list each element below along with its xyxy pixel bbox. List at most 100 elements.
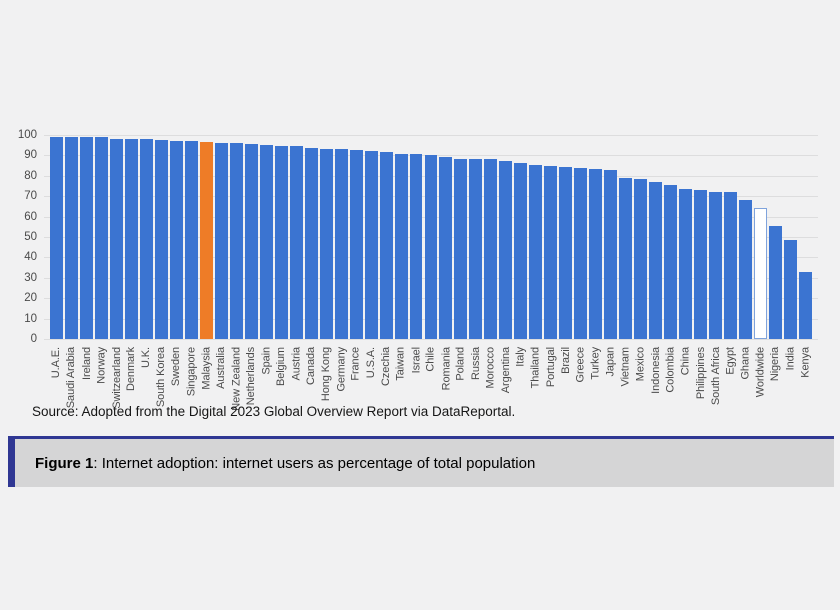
y-tick-80: 80: [24, 169, 37, 182]
x-label-hong-kong: Hong Kong: [320, 347, 333, 402]
bar-ireland: [79, 137, 93, 339]
bar-u-s-a: [364, 151, 378, 339]
x-label-vietnam: Vietnam: [619, 347, 632, 387]
bar-china: [679, 188, 693, 339]
y-tick-60: 60: [24, 210, 37, 223]
bar-israel: [409, 154, 423, 339]
bar-czechia: [379, 151, 393, 339]
x-label-u-s-a: U.S.A.: [365, 347, 378, 379]
x-label-china: China: [679, 347, 692, 376]
x-label-worldwide: Worldwide: [754, 347, 767, 398]
x-label-netherlands: Netherlands: [245, 347, 258, 406]
bar-chile: [424, 154, 438, 339]
bar-u-a-e: [50, 137, 63, 339]
bar-thailand: [529, 164, 543, 339]
source-note: Source: Adopted from the Digital 2023 Gl…: [32, 404, 516, 419]
bar-australia: [214, 142, 228, 339]
bar-switzearland: [109, 138, 123, 339]
x-label-japan: Japan: [604, 347, 617, 377]
y-tick-20: 20: [24, 292, 37, 305]
bar-romania: [439, 157, 453, 339]
x-label-saudi-arabia: Saudi Arabia: [65, 347, 78, 409]
bar-belgium: [274, 146, 288, 339]
x-label-u-a-e: U.A.E.: [50, 347, 63, 379]
bar-worldwide: [754, 207, 768, 339]
x-label-belgium: Belgium: [275, 347, 288, 387]
bar-india: [784, 239, 797, 339]
figure-caption-description: : Internet adoption: internet users as p…: [93, 454, 536, 472]
x-label-philippines: Philippines: [694, 347, 707, 400]
bar-nigeria: [769, 225, 783, 339]
y-tick-0: 0: [30, 333, 37, 345]
x-label-canada: Canada: [305, 347, 318, 385]
x-label-australia: Australia: [215, 347, 228, 389]
bar-sweden: [169, 140, 183, 339]
bar-spain: [259, 145, 273, 339]
x-label-singapore: Singapore: [185, 347, 198, 397]
bar-greece: [574, 167, 588, 339]
bar-argentina: [499, 161, 513, 339]
y-tick-40: 40: [24, 251, 37, 264]
bar-portugal: [544, 165, 558, 339]
x-label-norway: Norway: [95, 347, 108, 384]
bar-germany: [334, 149, 348, 339]
x-label-south-africa: South Africa: [709, 347, 722, 406]
x-label-czechia: Czechia: [380, 347, 393, 387]
bar-u-k: [139, 139, 153, 339]
x-label-morocco: Morocco: [484, 347, 497, 389]
y-tick-10: 10: [24, 312, 37, 325]
y-tick-90: 90: [24, 149, 37, 162]
x-label-malaysia: Malaysia: [200, 347, 213, 390]
y-tick-70: 70: [24, 190, 37, 203]
x-label-south-korea: South Korea: [155, 347, 168, 408]
x-label-ireland: Ireland: [80, 347, 93, 380]
x-label-poland: Poland: [454, 347, 467, 381]
x-label-portugal: Portugal: [544, 347, 557, 388]
x-label-france: France: [350, 347, 363, 381]
x-label-egypt: Egypt: [724, 347, 737, 375]
bar-russia: [469, 159, 483, 339]
figure-caption-label: Figure 1: [35, 454, 94, 472]
bar-japan: [604, 169, 618, 339]
bar-denmark: [124, 139, 138, 339]
bar-ghana: [739, 199, 753, 339]
bar-poland: [454, 158, 468, 339]
y-tick-50: 50: [24, 231, 37, 243]
bar-hong-kong: [319, 149, 333, 339]
bar-canada: [304, 147, 318, 339]
bar-saudi-arabia: [64, 137, 78, 339]
x-label-kenya: Kenya: [799, 347, 812, 378]
bar-brazil: [559, 167, 573, 339]
bar-mexico: [634, 178, 648, 339]
y-tick-100: 100: [17, 129, 37, 141]
x-label-denmark: Denmark: [125, 347, 138, 391]
bar-new-zealand: [229, 143, 243, 339]
bar-morocco: [484, 159, 498, 339]
x-label-ghana: Ghana: [739, 347, 752, 380]
y-tick-30: 30: [24, 271, 37, 284]
x-label-greece: Greece: [574, 347, 587, 383]
x-label-israel: Israel: [410, 347, 423, 374]
x-label-taiwan: Taiwan: [395, 347, 408, 381]
bar-malaysia: [199, 141, 213, 339]
x-label-india: India: [784, 347, 797, 371]
x-label-switzearland: Switzearland: [110, 347, 123, 409]
bar-egypt: [724, 191, 738, 339]
x-label-italy: Italy: [514, 347, 527, 367]
x-label-romania: Romania: [439, 347, 452, 391]
x-label-u-k: U.K.: [140, 347, 153, 368]
x-label-thailand: Thailand: [529, 347, 542, 389]
x-label-mexico: Mexico: [634, 347, 647, 382]
figure-caption: Figure 1: Internet adoption: internet us…: [8, 436, 834, 487]
internet-adoption-bar-chart: 0 10 20 30 40 50 60 70 80 90 100 U.A.E. Saudi Arabi…: [17, 129, 818, 411]
x-label-spain: Spain: [260, 347, 273, 375]
x-label-argentina: Argentina: [499, 347, 512, 394]
x-label-nigeria: Nigeria: [769, 347, 782, 382]
x-label-indonesia: Indonesia: [649, 347, 662, 394]
bar-taiwan: [394, 153, 408, 339]
x-label-russia: Russia: [469, 347, 482, 381]
x-label-brazil: Brazil: [559, 347, 572, 374]
bar-italy: [514, 163, 528, 339]
bar-south-korea: [154, 139, 168, 339]
bar-singapore: [184, 141, 198, 339]
